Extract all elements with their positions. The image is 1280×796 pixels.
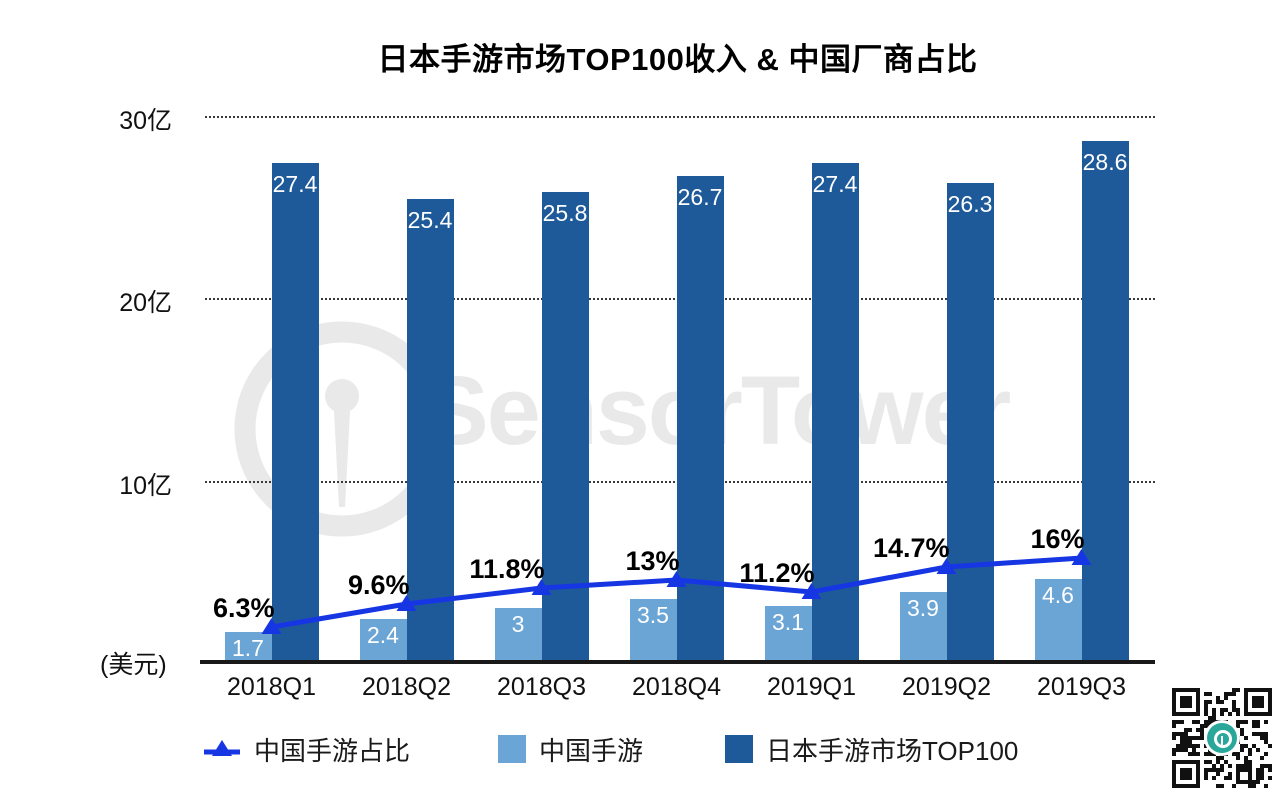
qr-pattern (1172, 688, 1272, 788)
x-tick-label: 2019Q3 (1037, 673, 1126, 701)
x-tick-label: 2018Q3 (497, 673, 586, 701)
legend-label-china-games: 中国手游 (539, 735, 644, 766)
bar-japan-top100: 25.4 (406, 199, 454, 663)
bar-value-label: 4.6 (1042, 582, 1074, 609)
qr-center-logo-icon (1207, 723, 1237, 753)
y-tick-label: 30亿 (119, 106, 172, 135)
bar-japan-top100: 27.4 (811, 162, 859, 663)
bar-japan-top100: 28.6 (1081, 141, 1129, 663)
gridline (205, 115, 1155, 118)
chart-legend: 中国手游占比 中国手游 日本手游市场TOP100 (0, 733, 1160, 769)
percent-label: 14.7% (872, 533, 950, 563)
bar-value-label: 26.7 (677, 183, 723, 210)
x-tick-label: 2019Q1 (767, 673, 856, 701)
chart-title: 日本手游市场TOP100收入 & 中国厂商占比 (377, 42, 978, 77)
bar-value-label: 3.1 (772, 609, 804, 636)
bar-value-label: 27.4 (812, 170, 858, 197)
percent-label: 6.3% (212, 593, 275, 623)
y-tick-label: 20亿 (119, 289, 172, 317)
x-axis-line (200, 660, 1155, 664)
percent-label: 11.8% (469, 554, 545, 584)
bar-japan-top100: 25.8 (541, 192, 589, 663)
bar-value-label: 3 (511, 611, 525, 638)
light-blue-square-icon (498, 735, 526, 763)
x-tick-label: 2018Q4 (632, 673, 721, 701)
dark-blue-square-icon (725, 735, 753, 763)
line-triangle-marker-icon (204, 740, 240, 756)
x-tick-label: 2018Q1 (227, 673, 316, 701)
bar-value-label: 1.7 (232, 634, 264, 661)
legend-item-china-share: 中国手游占比 (203, 733, 411, 766)
x-tick-label: 2019Q2 (902, 673, 991, 701)
legend-label-japan-top100: 日本手游市场TOP100 (766, 735, 1019, 766)
percent-label: 9.6% (347, 570, 410, 600)
y-tick-label: 10亿 (119, 471, 172, 500)
bar-china-games: 2.4 (359, 619, 407, 663)
bar-value-label: 3.9 (907, 594, 939, 621)
percent-label: 16% (1030, 524, 1085, 554)
bar-china-games: 3.5 (629, 599, 677, 663)
bar-value-label: 25.4 (407, 207, 453, 234)
bar-japan-top100: 27.4 (271, 162, 319, 663)
bar-value-label: 3.5 (637, 602, 669, 629)
bar-china-games: 3.1 (764, 606, 812, 663)
percent-label: 13% (625, 546, 680, 576)
qr-code (1166, 682, 1278, 794)
percent-label: 11.2% (739, 558, 815, 588)
legend-item-japan-top100: 日本手游市场TOP100 (725, 733, 1019, 766)
bar-value-label: 27.4 (272, 170, 318, 197)
legend-item-china-games: 中国手游 (498, 733, 644, 766)
bar-china-games: 3.9 (899, 591, 947, 663)
bar-china-games: 4.6 (1034, 579, 1082, 663)
y-axis-unit-label: (美元) (100, 651, 167, 679)
bar-china-games: 3 (494, 608, 542, 663)
bar-value-label: 2.4 (367, 622, 399, 649)
bar-value-label: 28.6 (1082, 149, 1128, 176)
bar-japan-top100: 26.7 (676, 175, 724, 663)
x-tick-label: 2018Q2 (362, 673, 451, 701)
legend-label-china-share: 中国手游占比 (254, 735, 411, 766)
bar-value-label: 26.3 (947, 191, 993, 218)
bar-china-games: 1.7 (224, 631, 272, 663)
bar-value-label: 25.8 (542, 200, 588, 227)
bar-japan-top100: 26.3 (946, 183, 994, 663)
